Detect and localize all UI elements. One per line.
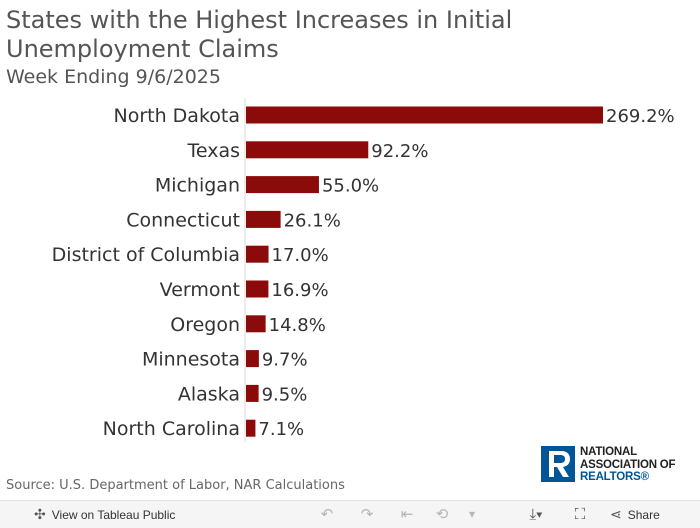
category-label: Alaska <box>178 383 240 405</box>
realtor-r-icon <box>541 446 575 482</box>
bar[interactable] <box>246 280 269 298</box>
category-label: Minnesota <box>142 349 240 371</box>
nar-logo: NATIONAL ASSOCIATION OF REALTORS® <box>541 446 693 484</box>
pause-icon[interactable]: ▾ <box>468 507 476 521</box>
fullscreen-icon[interactable]: ⛶ <box>574 506 586 523</box>
category-label: Vermont <box>160 279 240 301</box>
bar[interactable] <box>246 141 369 159</box>
value-label: 26.1% <box>284 210 341 231</box>
chart-subtitle: Week Ending 9/6/2025 <box>6 66 221 88</box>
refresh-icon[interactable]: ⟲ <box>435 506 449 523</box>
bar[interactable] <box>246 350 259 368</box>
logo-line-1: NATIONAL <box>580 446 637 458</box>
value-label: 55.0% <box>322 176 379 197</box>
value-label: 14.8% <box>269 315 326 336</box>
bar[interactable] <box>246 176 319 194</box>
source-note: Source: U.S. Department of Labor, NAR Ca… <box>6 478 345 493</box>
undo-icon[interactable]: ↶ <box>320 506 334 523</box>
category-label: District of Columbia <box>52 244 240 266</box>
value-label: 9.5% <box>262 384 308 405</box>
bar-chart: North Dakota 269.2% Texas 92.2% Michigan 55.0… <box>52 98 675 443</box>
value-label: 269.2% <box>606 106 675 127</box>
download-icon[interactable]: ⤓▾ <box>529 506 543 523</box>
tableau-toolbar: ✣ View on Tableau Public ↶ ↷ ⇤ ⟲ ▾ ⤓▾ ⛶ … <box>0 500 700 528</box>
category-label: Texas <box>186 140 240 162</box>
bar[interactable] <box>246 106 603 124</box>
view-on-tableau-label: View on Tableau Public <box>51 507 176 522</box>
value-label: 7.1% <box>258 419 304 440</box>
share-icon: ⋖ <box>610 506 622 522</box>
chart-title: States with the Highest Increases in Ini… <box>6 6 513 63</box>
category-label: North Carolina <box>103 418 240 440</box>
value-label: 16.9% <box>271 280 328 301</box>
value-label: 92.2% <box>371 141 428 162</box>
bar[interactable] <box>246 419 256 437</box>
redo-icon[interactable]: ↷ <box>360 506 374 523</box>
logo-line-3: REALTORS® <box>580 471 649 483</box>
bar[interactable] <box>246 384 259 402</box>
category-label: North Dakota <box>114 105 241 127</box>
bar[interactable] <box>246 210 281 228</box>
value-label: 9.7% <box>262 350 308 371</box>
value-label: 17.0% <box>272 245 329 266</box>
logo-line-2: ASSOCIATION OF <box>580 458 676 471</box>
category-label: Connecticut <box>126 209 240 231</box>
view-on-tableau-button[interactable]: ✣ View on Tableau Public <box>34 501 175 528</box>
revert-icon[interactable]: ⇤ <box>400 506 414 523</box>
category-label: Oregon <box>170 314 240 336</box>
bar[interactable] <box>246 315 266 333</box>
bar[interactable] <box>246 245 269 263</box>
share-label: Share <box>627 507 660 522</box>
tableau-icon: ✣ <box>34 506 46 522</box>
logo-wordmark: NATIONAL ASSOCIATION OF REALTORS® <box>580 446 676 484</box>
category-label: Michigan <box>155 175 240 197</box>
share-button[interactable]: ⋖ Share <box>610 501 660 528</box>
